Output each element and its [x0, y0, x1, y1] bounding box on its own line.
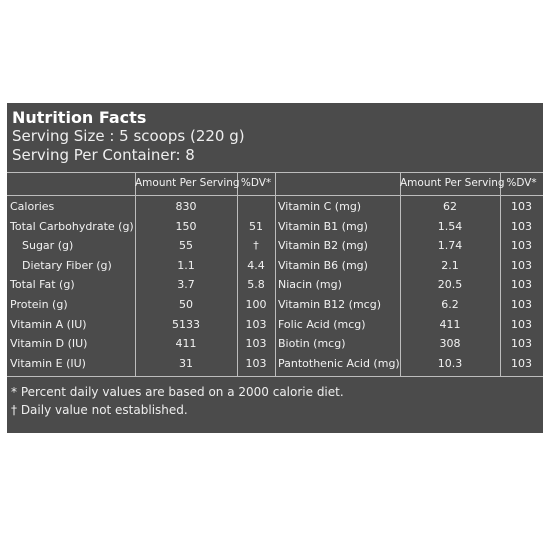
amount: 830 [175, 200, 197, 213]
rule [7, 376, 543, 378]
amount: 150 [175, 219, 197, 233]
footnote: * Percent daily values are based on a 20… [11, 385, 344, 399]
column-header: Amount Per Serving [400, 177, 505, 189]
daily-value: 103 [511, 258, 532, 272]
nutrient-name: Calories [10, 200, 55, 213]
daily-value: 5.8 [247, 278, 265, 292]
nutrient-name: Total Fat (g) [10, 278, 75, 292]
nutrient-name: Vitamin B2 (mg) [278, 239, 368, 253]
column-rule [400, 172, 401, 377]
amount: 411 [439, 317, 461, 331]
daily-value: 103 [511, 239, 532, 253]
amount: 31 [179, 356, 193, 370]
amount: 1.1 [177, 258, 195, 272]
daily-value: 103 [511, 317, 532, 331]
amount: 50 [179, 298, 193, 311]
nutrient-name: Vitamin B1 (mg) [278, 219, 368, 233]
nutrient-name: Niacin (mg) [278, 278, 342, 292]
column-rule [275, 172, 276, 377]
daily-value: 103 [511, 200, 532, 213]
nutrient-name: Protein (g) [10, 298, 68, 311]
nutrient-name: Vitamin C (mg) [278, 200, 362, 213]
nutrient-name: Vitamin B6 (mg) [278, 258, 368, 272]
daily-value: 103 [511, 337, 532, 351]
footnote: † Daily value not established. [11, 403, 188, 417]
nutrient-name: Vitamin A (IU) [10, 317, 87, 331]
amount: 3.7 [177, 278, 195, 292]
serving-size: Serving Size : 5 scoops (220 g) [12, 127, 245, 145]
amount: 10.3 [437, 356, 463, 370]
nutrient-name: Vitamin D (IU) [10, 337, 88, 351]
amount: 20.5 [437, 278, 463, 292]
amount: 62 [443, 200, 457, 213]
servings-per-container: Serving Per Container: 8 [12, 146, 195, 164]
nutrient-name: Sugar (g) [22, 239, 74, 253]
nutrient-name: Folic Acid (mcg) [278, 317, 366, 331]
daily-value: 103 [511, 219, 532, 233]
daily-value: 103 [511, 356, 532, 370]
column-header: %DV* [506, 177, 537, 189]
amount: 308 [439, 337, 461, 351]
nutrient-name: Vitamin B12 (mcg) [278, 298, 382, 311]
daily-value: 103 [245, 337, 267, 351]
daily-value: 103 [511, 298, 532, 311]
column-rule [135, 172, 136, 377]
daily-value: 4.4 [247, 258, 265, 272]
column-header: Amount Per Serving [135, 177, 240, 189]
column-rule [500, 172, 501, 377]
amount: 6.2 [441, 298, 459, 311]
nutrient-name: Vitamin E (IU) [10, 356, 86, 370]
column-rule [237, 172, 238, 377]
column-header: %DV* [240, 177, 272, 189]
daily-value: 103 [511, 278, 532, 292]
nutrient-name: Dietary Fiber (g) [22, 258, 112, 272]
amount: 1.54 [437, 219, 463, 233]
nutrient-name: Biotin (mcg) [278, 337, 346, 351]
amount: 55 [179, 239, 193, 253]
nutrient-name: Total Carbohydrate (g) [10, 219, 134, 233]
nutrient-name: Pantothenic Acid (mg) [278, 356, 400, 370]
nutrition-panel: Nutrition Facts Serving Size : 5 scoops … [7, 103, 543, 433]
daily-value: 51 [249, 219, 263, 233]
daily-value: 103 [245, 356, 267, 370]
amount: 411 [175, 337, 197, 351]
amount: 2.1 [441, 258, 459, 272]
daily-value: 103 [245, 317, 267, 331]
daily-value: † [253, 239, 259, 253]
amount: 5133 [172, 317, 200, 331]
amount: 1.74 [437, 239, 463, 253]
daily-value: 100 [245, 298, 267, 311]
title: Nutrition Facts [12, 108, 147, 127]
